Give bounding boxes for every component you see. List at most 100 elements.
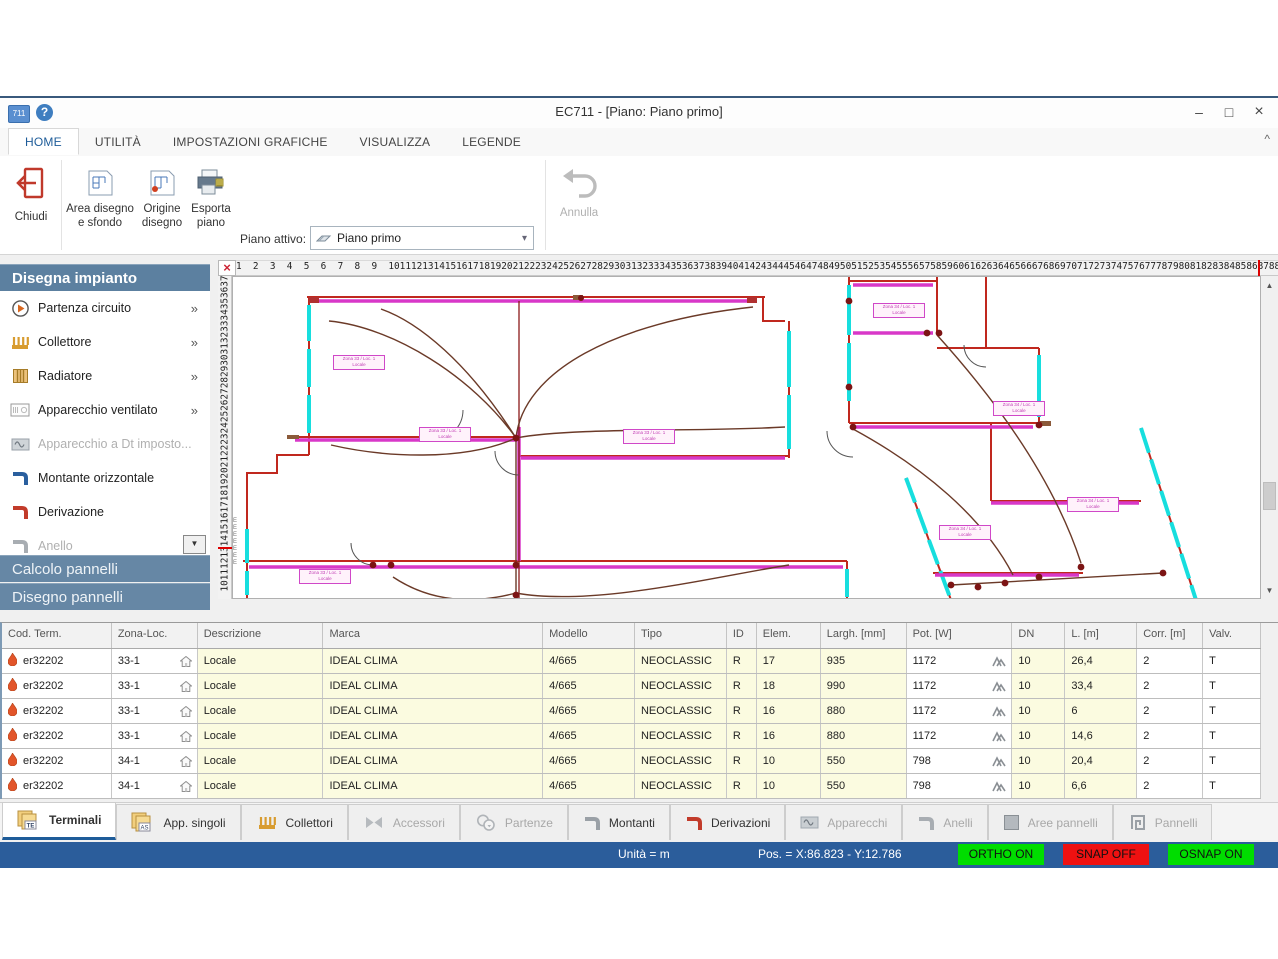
table-row[interactable]: er32202 34-1 Locale IDEAL CLIMA 4/665 NEOCLAS… xyxy=(2,749,1261,774)
sidebar-item-derivazione[interactable]: Derivazione xyxy=(0,495,210,529)
cell-elem-: 16 xyxy=(756,724,821,748)
sidebar-item-partenza[interactable]: Partenza circuito » xyxy=(0,291,210,325)
tab-collettori[interactable]: Collettori xyxy=(240,804,348,840)
cell-dn: 10 xyxy=(1012,649,1066,673)
sidebar-item-appvent[interactable]: Apparecchio ventilato » xyxy=(0,393,210,427)
tab-anelli[interactable]: Anelli xyxy=(902,804,988,840)
plan-label-line2: Locale xyxy=(352,362,366,367)
ribbon-collapse-icon[interactable]: ^ xyxy=(1264,132,1270,146)
drawing-area[interactable]: Zona 33 / Loc. 1 Locale Zona 33 / Loc. 1 Lo… xyxy=(232,276,1261,599)
tab-areepannelli[interactable]: Aree pannelli xyxy=(987,804,1113,840)
chevron-more-icon[interactable]: » xyxy=(190,402,198,418)
vscroll-thumb[interactable] xyxy=(1263,482,1276,510)
esporta-piano-button[interactable]: Esporta piano xyxy=(188,164,234,230)
tab-label: Anelli xyxy=(943,815,973,830)
scroll-down-icon[interactable]: ▼ xyxy=(1265,585,1274,595)
cell-tipo: NEOCLASSIC xyxy=(634,674,727,698)
status-badge-osnap-on[interactable]: OSNAP ON xyxy=(1168,844,1254,865)
grid-vscrollbar[interactable]: ▲ ▼ xyxy=(1261,622,1278,799)
piano-attivo-combo[interactable]: Piano primo ▾ xyxy=(310,226,534,250)
sidebar-scroll-down-button[interactable]: ▼ xyxy=(183,535,206,554)
cell-text: Locale xyxy=(203,655,237,667)
printer-icon xyxy=(188,164,234,202)
cell-text: Locale xyxy=(203,705,237,717)
tab-apparecchi[interactable]: Apparecchi xyxy=(785,804,903,840)
scroll-up-icon[interactable]: ▲ xyxy=(1265,280,1274,290)
chevron-more-icon[interactable]: » xyxy=(190,368,198,384)
cell-id: R xyxy=(726,749,757,773)
cell-text: T xyxy=(1209,705,1216,717)
cell-text: 2 xyxy=(1143,730,1150,742)
close-button[interactable]: × xyxy=(1254,103,1264,120)
cell-descrizione: Locale xyxy=(197,774,324,798)
sidebar-item-montante[interactable]: Montante orizzontale xyxy=(0,461,210,495)
combo-arrow-icon[interactable]: ▾ xyxy=(521,232,527,244)
cell-descrizione: Locale xyxy=(197,649,324,673)
ribbon-tab-legende[interactable]: LEGENDE xyxy=(462,135,521,149)
column-header: Valv. xyxy=(1203,623,1261,648)
table-row[interactable]: er32202 33-1 Locale IDEAL CLIMA 4/665 NEOCLAS… xyxy=(2,649,1261,674)
cell-elem-: 10 xyxy=(756,749,821,773)
cell-elem-: 18 xyxy=(756,674,821,698)
panel-header-disegna-impianto[interactable]: Disegna impianto xyxy=(0,264,210,291)
tab-terminali[interactable]: TE Terminali xyxy=(2,802,117,840)
sidebar-item-label: Apparecchio a Dt imposto... xyxy=(38,437,192,451)
canvas-close-icon[interactable]: × xyxy=(218,260,236,276)
panel-header-calcolo-pannelli[interactable]: Calcolo pannelli xyxy=(0,555,210,582)
button-label: piano xyxy=(196,217,226,229)
panel-header-disegno-pannelli[interactable]: Disegno pannelli xyxy=(0,583,210,610)
table-row[interactable]: er32202 33-1 Locale IDEAL CLIMA 4/665 NEOCLAS… xyxy=(2,724,1261,749)
ribbon-tab-impostazioni-grafiche[interactable]: IMPOSTAZIONI GRAFICHE xyxy=(172,135,328,149)
collettore-icon xyxy=(8,334,32,351)
canvas-vscrollbar[interactable]: ▲ ▼ xyxy=(1261,276,1278,599)
tab-derivazioni[interactable]: Derivazioni xyxy=(669,804,786,840)
column-header: Elem. xyxy=(757,623,821,648)
maximize-button[interactable]: □ xyxy=(1224,104,1234,120)
cell-text: 18 xyxy=(762,680,776,692)
cell-corr-m-: 2 xyxy=(1137,699,1204,723)
origine-disegno-button[interactable]: Origine disegno xyxy=(138,164,186,230)
cell-largh-mm-: 880 xyxy=(820,699,907,723)
appvent-icon xyxy=(8,402,32,418)
cell-text: 1172 xyxy=(912,730,937,742)
tab-montanti[interactable]: Montanti xyxy=(567,804,670,840)
app-icon[interactable]: 711 xyxy=(8,105,30,123)
chevron-more-icon[interactable]: » xyxy=(190,300,198,316)
sidebar-item-anello[interactable]: Anello xyxy=(0,529,210,555)
cell-tipo: NEOCLASSIC xyxy=(634,774,727,798)
table-row[interactable]: er32202 33-1 Locale IDEAL CLIMA 4/665 NEOCLAS… xyxy=(2,674,1261,699)
table-row[interactable]: er32202 34-1 Locale IDEAL CLIMA 4/665 NEOCLAS… xyxy=(2,774,1261,799)
annulla-button[interactable]: Annulla xyxy=(552,164,606,220)
sidebar-item-appdt[interactable]: Apparecchio a Dt imposto... xyxy=(0,427,210,461)
canvas-hscrollbar[interactable]: ◀ ▶ xyxy=(232,599,1261,615)
ribbon-tab-visualizza[interactable]: VISUALIZZA xyxy=(359,135,431,149)
help-icon[interactable]: ? xyxy=(36,104,53,121)
tab-partenze[interactable]: Partenze xyxy=(459,804,568,840)
cell-dn: 10 xyxy=(1012,749,1066,773)
cell-dn: 10 xyxy=(1012,674,1066,698)
cell-text: 4/665 xyxy=(549,705,577,717)
tab-label: App. singoli xyxy=(163,815,226,830)
status-badge-snap-off[interactable]: SNAP OFF xyxy=(1063,844,1149,865)
sidebar-item-radiatore[interactable]: Radiatore » xyxy=(0,359,210,393)
cell-modello: 4/665 xyxy=(543,774,635,798)
tab-accessori[interactable]: Accessori xyxy=(347,804,460,840)
table-row[interactable]: er32202 33-1 Locale IDEAL CLIMA 4/665 NEOCLAS… xyxy=(2,699,1261,724)
radiator-flame-icon xyxy=(7,777,18,794)
cell-tipo: NEOCLASSIC xyxy=(634,749,727,773)
chevron-more-icon[interactable]: » xyxy=(190,334,198,350)
cell-text: 10 xyxy=(762,780,776,792)
tab-pannelli[interactable]: Pannelli xyxy=(1112,804,1213,840)
cell-corr-m-: 2 xyxy=(1137,749,1204,773)
minimize-button[interactable]: – xyxy=(1195,104,1203,120)
area-disegno-button[interactable]: Area disegno e sfondo xyxy=(64,164,136,230)
cell-text: Locale xyxy=(203,755,237,767)
heat-icon xyxy=(992,755,1007,767)
status-badge-ortho-on[interactable]: ORTHO ON xyxy=(958,844,1044,865)
sidebar-item-collettore[interactable]: Collettore » xyxy=(0,325,210,359)
ribbon-tab-home[interactable]: HOME xyxy=(8,128,79,155)
cell-text: 4/665 xyxy=(549,730,577,742)
ribbon-tab-utilità[interactable]: UTILITÀ xyxy=(94,135,141,149)
tab-appsingoli[interactable]: AS App. singoli xyxy=(116,804,241,840)
chiudi-button[interactable]: Chiudi xyxy=(6,164,56,224)
